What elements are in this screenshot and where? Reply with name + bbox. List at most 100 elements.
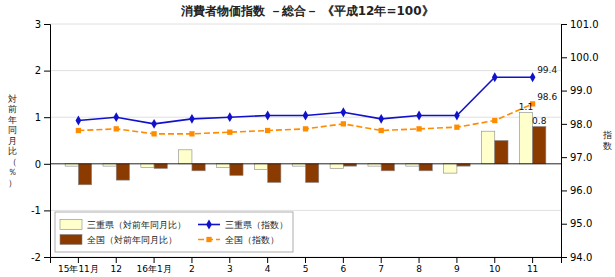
marker (151, 131, 156, 136)
legend-item: 三重県（対前年同月比） (60, 220, 186, 230)
tick-mark (381, 257, 382, 263)
tick: -1 (31, 205, 50, 216)
tick-mark (116, 257, 117, 263)
marker (303, 126, 308, 131)
x-axis: 15年11月1216年1月234567891011 (51, 257, 562, 274)
legend: 三重県（対前年同月比） 全国（対前年同月比） 三重県（指数） 全国（指数） (55, 212, 293, 252)
tick: 1 (35, 112, 50, 123)
data-label: 0.8 (532, 116, 547, 126)
tick-label: 2 (35, 65, 41, 76)
tick-mark (44, 117, 50, 118)
tick-label: 16年1月 (136, 264, 171, 274)
grid-line (50, 163, 561, 164)
axis-title-line: 同 (8, 125, 17, 135)
tick-label: 9 (454, 264, 460, 274)
grid-line (50, 24, 561, 25)
tick-label: 5 (303, 264, 309, 274)
marker (76, 128, 81, 133)
tick-mark (44, 257, 50, 258)
tick: 94.0 (561, 252, 592, 263)
tick-mark (456, 257, 457, 263)
marker (76, 116, 82, 126)
tick-mark (154, 257, 155, 263)
legend-item: 三重県（指数） (198, 220, 288, 230)
bar (330, 164, 343, 169)
bar (268, 164, 281, 183)
tick: 95.0 (561, 218, 592, 229)
tick-mark (78, 257, 79, 263)
axis-title-line: 対 (8, 94, 17, 104)
tick-mark (561, 91, 567, 92)
data-label: 99.4 (537, 65, 557, 75)
axis-line (44, 25, 51, 258)
axis-title-line: 指 (602, 130, 612, 140)
tick: 15年11月 (58, 257, 99, 274)
marker (530, 72, 536, 82)
tick-label: -1 (31, 205, 41, 216)
tick: 6 (340, 257, 346, 274)
marker (227, 112, 233, 122)
tick-mark (44, 210, 50, 211)
legend-item: 全国（対前年同月比） (60, 235, 177, 245)
marker (265, 128, 270, 133)
tick: 8 (416, 257, 422, 274)
marker (341, 121, 346, 126)
data-label: 1.1 (519, 102, 533, 112)
grid-line (50, 70, 561, 71)
tick: 101.0 (561, 19, 599, 30)
marker (189, 114, 195, 124)
tick-label: 7 (378, 264, 384, 274)
tick: 3 (35, 19, 50, 30)
line (78, 104, 532, 134)
title: 消費者物価指数 －総合－ 《平成12年=100》 (180, 4, 433, 18)
tick-label: 101.0 (570, 19, 599, 30)
bar (141, 164, 154, 168)
axis-title-line: 年 (8, 115, 17, 125)
bar (519, 113, 532, 164)
bar (192, 164, 205, 171)
marker (416, 111, 422, 121)
tick: 7 (378, 257, 384, 274)
tick-label: 10 (489, 264, 501, 274)
axis-line (51, 258, 562, 264)
marks (65, 113, 546, 185)
y2-axis-title: 指数 (602, 130, 612, 151)
tick: 97.0 (561, 152, 592, 163)
value-labels: 1.10.899.498.6 (519, 65, 558, 125)
tick-label: 4 (265, 264, 271, 274)
axis-line (562, 25, 568, 258)
tick: 96.0 (561, 185, 592, 196)
plot: -2-1012394.095.096.097.098.099.0100.0101… (8, 19, 612, 275)
bar (495, 141, 508, 164)
tick: 5 (303, 257, 309, 274)
marker (454, 111, 460, 121)
marker (114, 126, 119, 131)
tick-mark (267, 257, 268, 263)
tick: 11 (527, 257, 538, 274)
tick: 3 (227, 257, 233, 274)
legend-label: 全国（指数） (225, 235, 279, 245)
marker (341, 107, 347, 117)
tick-label: 97.0 (570, 152, 592, 163)
axis-title-line: 月 (8, 136, 17, 146)
bar (306, 164, 319, 183)
marker (227, 130, 232, 135)
tick-mark (229, 257, 230, 263)
tick: 12 (111, 257, 122, 274)
tick-mark (343, 257, 344, 263)
legend-marker (206, 237, 211, 242)
tick-label: 6 (340, 264, 346, 274)
tick-label: 3 (35, 19, 41, 30)
axis-title-line: ） (8, 178, 17, 188)
tick-label: 95.0 (570, 218, 592, 229)
marker (303, 111, 309, 121)
bar (419, 164, 432, 171)
bar (482, 131, 495, 164)
legend-box (55, 212, 293, 252)
chart: 消費者物価指数 －総合－ 《平成12年=100》-2-1012394.095.0… (0, 0, 615, 277)
tick-mark (191, 257, 192, 263)
legend-label: 全国（対前年同月比） (87, 235, 177, 245)
axis-title-line: 前 (8, 104, 17, 114)
bar (78, 164, 91, 185)
tick-mark (561, 57, 567, 58)
